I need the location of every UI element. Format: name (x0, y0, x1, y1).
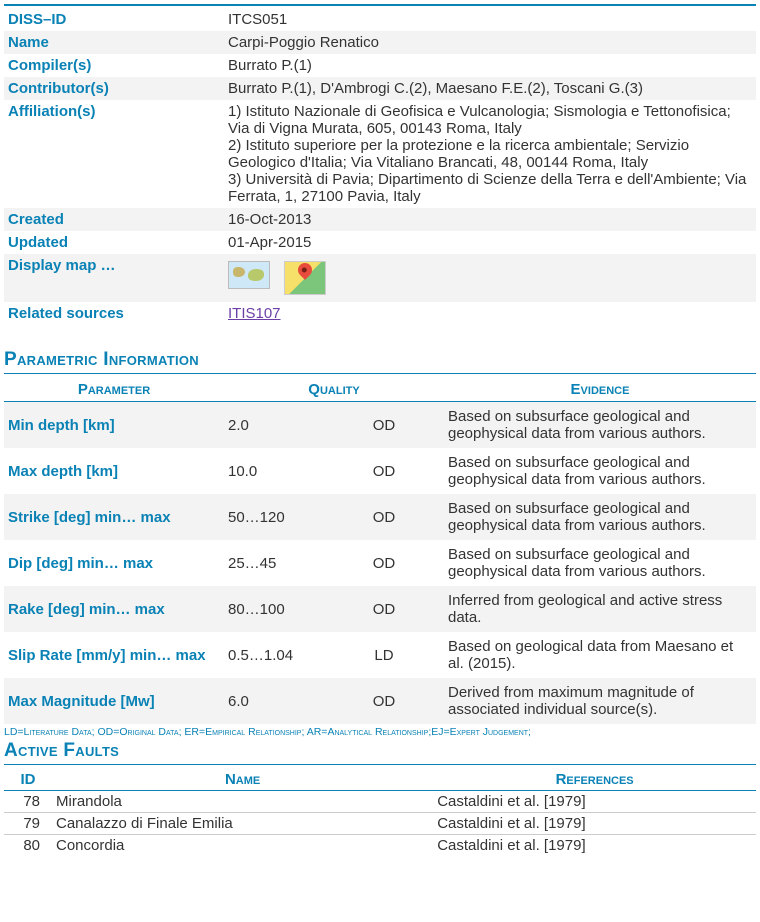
top-border (4, 4, 756, 6)
param-evidence: Based on subsurface geological and geoph… (444, 448, 756, 494)
info-value: 01-Apr-2015 (224, 231, 756, 254)
param-header-evidence: Evidence (444, 378, 756, 402)
param-quality: OD (324, 448, 444, 494)
info-label: Affiliation(s) (4, 100, 224, 208)
parametric-section-title: Parametric Information (4, 349, 756, 374)
param-quality: OD (324, 402, 444, 449)
info-value: ITCS051 (224, 8, 756, 31)
table-row: 80ConcordiaCastaldini et al. [1979] (4, 835, 756, 857)
af-id: 79 (4, 813, 52, 835)
param-evidence: Inferred from geological and active stre… (444, 586, 756, 632)
map-icons (228, 257, 752, 299)
info-table: DISS–IDITCS051NameCarpi-Poggio RenaticoC… (4, 8, 756, 325)
info-label: DISS–ID (4, 8, 224, 31)
parametric-table: Parameter Quality Evidence Min depth [km… (4, 378, 756, 724)
param-label: Max Magnitude [Mw] (4, 678, 224, 724)
af-id: 78 (4, 791, 52, 813)
param-label: Max depth [km] (4, 448, 224, 494)
param-quality: LD (324, 632, 444, 678)
af-id: 80 (4, 835, 52, 857)
info-value: Burrato P.(1) (224, 54, 756, 77)
param-label: Min depth [km] (4, 402, 224, 449)
param-quality: OD (324, 586, 444, 632)
param-value: 10.0 (224, 448, 324, 494)
param-value: 6.0 (224, 678, 324, 724)
param-label: Rake [deg] min… max (4, 586, 224, 632)
info-value: 16-Oct-2013 (224, 208, 756, 231)
af-name: Concordia (52, 835, 433, 857)
param-quality: OD (324, 540, 444, 586)
param-evidence: Derived from maximum magnitude of associ… (444, 678, 756, 724)
google-maps-icon[interactable] (284, 261, 326, 295)
af-header-references: References (433, 769, 756, 791)
af-references: Castaldini et al. [1979] (433, 835, 756, 857)
param-evidence: Based on geological data from Maesano et… (444, 632, 756, 678)
af-header-id: ID (4, 769, 52, 791)
param-value: 0.5…1.04 (224, 632, 324, 678)
param-evidence: Based on subsurface geological and geoph… (444, 494, 756, 540)
display-map-label: Display map … (4, 254, 224, 302)
param-label: Slip Rate [mm/y] min… max (4, 632, 224, 678)
param-value: 25…45 (224, 540, 324, 586)
param-value: 80…100 (224, 586, 324, 632)
active-faults-table: ID Name References 78MirandolaCastaldini… (4, 769, 756, 856)
info-label: Contributor(s) (4, 77, 224, 100)
info-value: 1) Istituto Nazionale di Geofisica e Vul… (224, 100, 756, 208)
af-header-name: Name (52, 769, 433, 791)
info-label: Updated (4, 231, 224, 254)
info-value: Carpi-Poggio Renatico (224, 31, 756, 54)
table-row: 78MirandolaCastaldini et al. [1979] (4, 791, 756, 813)
active-faults-section-title: Active Faults (4, 740, 756, 765)
related-sources-label: Related sources (4, 302, 224, 325)
param-quality: OD (324, 678, 444, 724)
af-name: Mirandola (52, 791, 433, 813)
param-evidence: Based on subsurface geological and geoph… (444, 402, 756, 449)
info-label: Compiler(s) (4, 54, 224, 77)
af-name: Canalazzo di Finale Emilia (52, 813, 433, 835)
table-row: 79Canalazzo di Finale EmiliaCastaldini e… (4, 813, 756, 835)
param-header-quality: Quality (224, 378, 444, 402)
quality-legend: LD=Literature Data; OD=Original Data; ER… (4, 726, 756, 738)
info-value: Burrato P.(1), D'Ambrogi C.(2), Maesano … (224, 77, 756, 100)
param-value: 2.0 (224, 402, 324, 449)
param-label: Strike [deg] min… max (4, 494, 224, 540)
param-label: Dip [deg] min… max (4, 540, 224, 586)
related-source-link[interactable]: ITIS107 (228, 305, 281, 322)
af-references: Castaldini et al. [1979] (433, 791, 756, 813)
world-map-icon[interactable] (228, 261, 270, 289)
info-label: Created (4, 208, 224, 231)
af-references: Castaldini et al. [1979] (433, 813, 756, 835)
info-label: Name (4, 31, 224, 54)
param-value: 50…120 (224, 494, 324, 540)
param-header-parameter: Parameter (4, 378, 224, 402)
param-evidence: Based on subsurface geological and geoph… (444, 540, 756, 586)
param-quality: OD (324, 494, 444, 540)
